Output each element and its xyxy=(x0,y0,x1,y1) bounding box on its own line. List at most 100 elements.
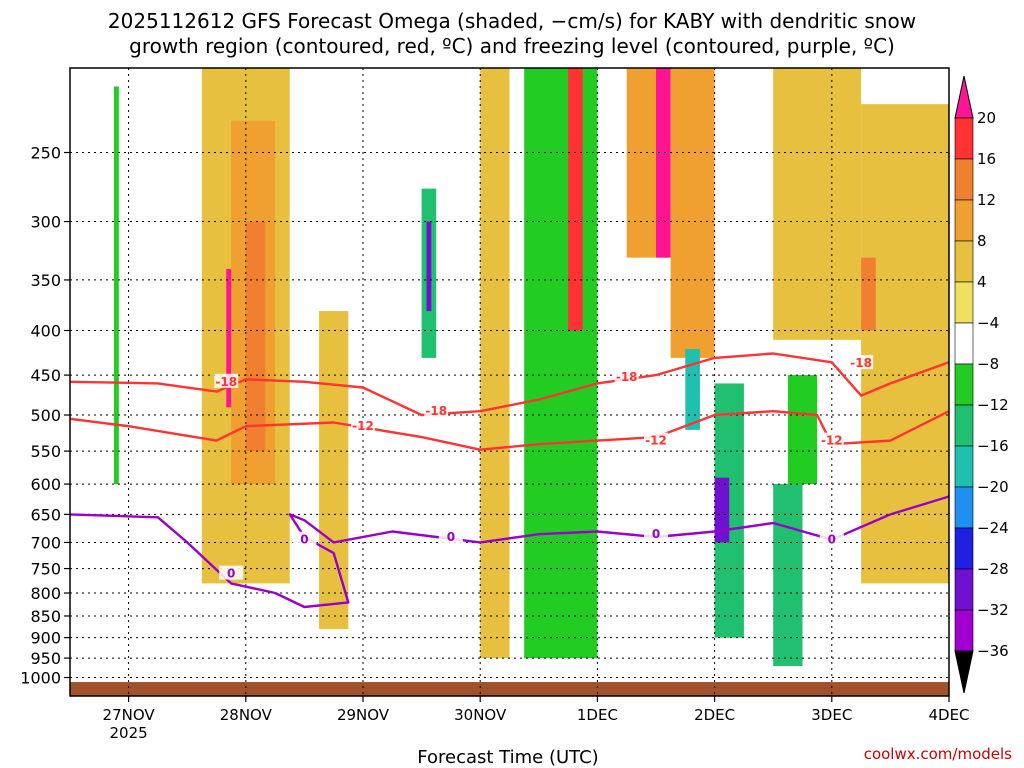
y-tick-label: 500 xyxy=(30,406,61,425)
contour-label: 0 xyxy=(828,533,836,547)
contour-label: -12 xyxy=(352,419,374,433)
contour-label-bg xyxy=(614,368,639,383)
y-tick-label: 800 xyxy=(30,584,61,603)
colorbar-segment xyxy=(954,527,974,570)
omega-cell xyxy=(670,68,715,358)
y-tick-label: 300 xyxy=(30,213,61,232)
y-tick-label: 750 xyxy=(30,560,61,579)
omega-cell xyxy=(157,152,163,349)
omega-cell xyxy=(319,311,349,630)
omega-cell xyxy=(861,104,949,584)
y-tick-label: 700 xyxy=(30,533,61,552)
omega-cell xyxy=(426,221,432,312)
y-tick-label: 900 xyxy=(30,629,61,648)
omega-cell xyxy=(773,68,862,340)
contour-label-bg xyxy=(214,373,239,388)
y-tick-label: 450 xyxy=(30,366,61,385)
contour-label-bg xyxy=(819,531,844,546)
omega-cell xyxy=(524,68,598,659)
y-axis-ticks: 250 300 350 400 450 500 550 600 650 700 750 800 850 9… xyxy=(20,144,70,688)
y-tick-label: 850 xyxy=(30,607,61,626)
colorbar-segment xyxy=(954,281,974,324)
contour-line xyxy=(69,410,950,451)
y-tick-label: 250 xyxy=(30,144,61,163)
contour-label-bg xyxy=(644,526,668,541)
y-tick-label: 600 xyxy=(30,475,61,494)
watermark-text: coolwx.com/models xyxy=(864,745,1012,763)
contour-label: 0 xyxy=(652,527,660,541)
x-tick-label: 1DEC xyxy=(577,706,618,724)
x-axis-label: Forecast Time (UTC) xyxy=(417,747,598,768)
colorbar: 20 16 12 8 4 −4 −8 −12 −16 −20 −24 −28 −32 −36 xyxy=(954,75,1009,694)
colorbar-segment xyxy=(954,486,974,529)
y-tick-label: 650 xyxy=(30,505,61,524)
omega-cell xyxy=(685,348,700,430)
ground-layer xyxy=(70,682,949,696)
x-tick-label: 28NOV xyxy=(220,706,273,724)
ground-strip xyxy=(70,682,949,696)
colorbar-top-arrow xyxy=(954,75,974,119)
x-tick-sublabel: 2025 xyxy=(110,724,148,742)
contour-label-bg xyxy=(849,355,874,370)
omega-cell xyxy=(480,68,510,659)
y-tick-label: 400 xyxy=(30,322,61,341)
omega-cell xyxy=(226,268,232,408)
colorbar-segment xyxy=(954,404,974,447)
colorbar-tick-label: −12 xyxy=(977,396,1009,414)
plot-area: -18 -18 -18 -18 -12 -12 -12 0 0 0 0 0 250 300 350 400 4… xyxy=(20,67,970,742)
colorbar-segment xyxy=(954,568,974,611)
colorbar-tick-label: 20 xyxy=(977,109,996,127)
omega-shading xyxy=(113,68,949,666)
omega-cell xyxy=(714,477,730,543)
contour-label: 0 xyxy=(227,567,235,581)
colorbar-tick-label: −28 xyxy=(977,560,1009,578)
plot-frame xyxy=(69,67,950,697)
colorbar-segment xyxy=(954,363,974,406)
contour-label: -18 xyxy=(850,356,872,370)
contour-label: -12 xyxy=(821,434,843,448)
omega-cell xyxy=(113,86,119,485)
chart-title-line2: growth region (contoured, red, ºC) and f… xyxy=(129,34,895,58)
x-tick-label: 3DEC xyxy=(811,706,852,724)
colorbar-tick-label: −16 xyxy=(977,437,1009,455)
colorbar-segment xyxy=(954,117,974,160)
y-tick-label: 1000 xyxy=(20,669,61,688)
contour-lines: -18 -18 -18 -18 -12 -12 -12 0 0 0 0 0 xyxy=(69,352,950,609)
colorbar-segment xyxy=(954,199,974,242)
omega-cell xyxy=(656,68,671,258)
colorbar-segment xyxy=(954,445,974,488)
colorbar-segment xyxy=(954,158,974,201)
colorbar-tick-label: −8 xyxy=(977,355,999,373)
contour-label: 0 xyxy=(300,533,308,547)
omega-cell xyxy=(861,257,876,331)
colorbar-tick-label: −20 xyxy=(977,478,1009,496)
contour-label: 0 xyxy=(447,530,455,544)
colorbar-tick-label: 16 xyxy=(977,150,996,168)
colorbar-tick-label: 8 xyxy=(977,232,987,250)
contour-label: -18 xyxy=(616,370,638,384)
contour-label-bg xyxy=(644,432,668,447)
y-tick-label: 950 xyxy=(30,649,61,668)
colorbar-tick-label: −36 xyxy=(977,642,1009,660)
omega-cell xyxy=(787,375,818,485)
omega-cell xyxy=(773,484,803,666)
x-tick-label: 2DEC xyxy=(694,706,735,724)
colorbar-tick-label: 12 xyxy=(977,191,996,209)
x-tick-label: 4DEC xyxy=(928,706,969,724)
contour-label-bg xyxy=(438,528,463,543)
colorbar-tick-label: −4 xyxy=(977,314,999,332)
colorbar-segment xyxy=(954,609,974,652)
omega-cell xyxy=(245,221,266,452)
contour-label-bg xyxy=(351,418,375,433)
y-tick-label: 550 xyxy=(30,442,61,461)
contour-label-bg xyxy=(819,432,844,447)
colorbar-tick-label: 4 xyxy=(977,273,987,291)
x-tick-label: 27NOV xyxy=(103,706,156,724)
y-tick-label: 350 xyxy=(30,271,61,290)
contour-label: -12 xyxy=(645,434,667,448)
colorbar-segment xyxy=(954,322,974,365)
x-tick-label: 30NOV xyxy=(454,706,507,724)
contour-label: -18 xyxy=(425,404,447,418)
contour-line xyxy=(69,495,950,609)
